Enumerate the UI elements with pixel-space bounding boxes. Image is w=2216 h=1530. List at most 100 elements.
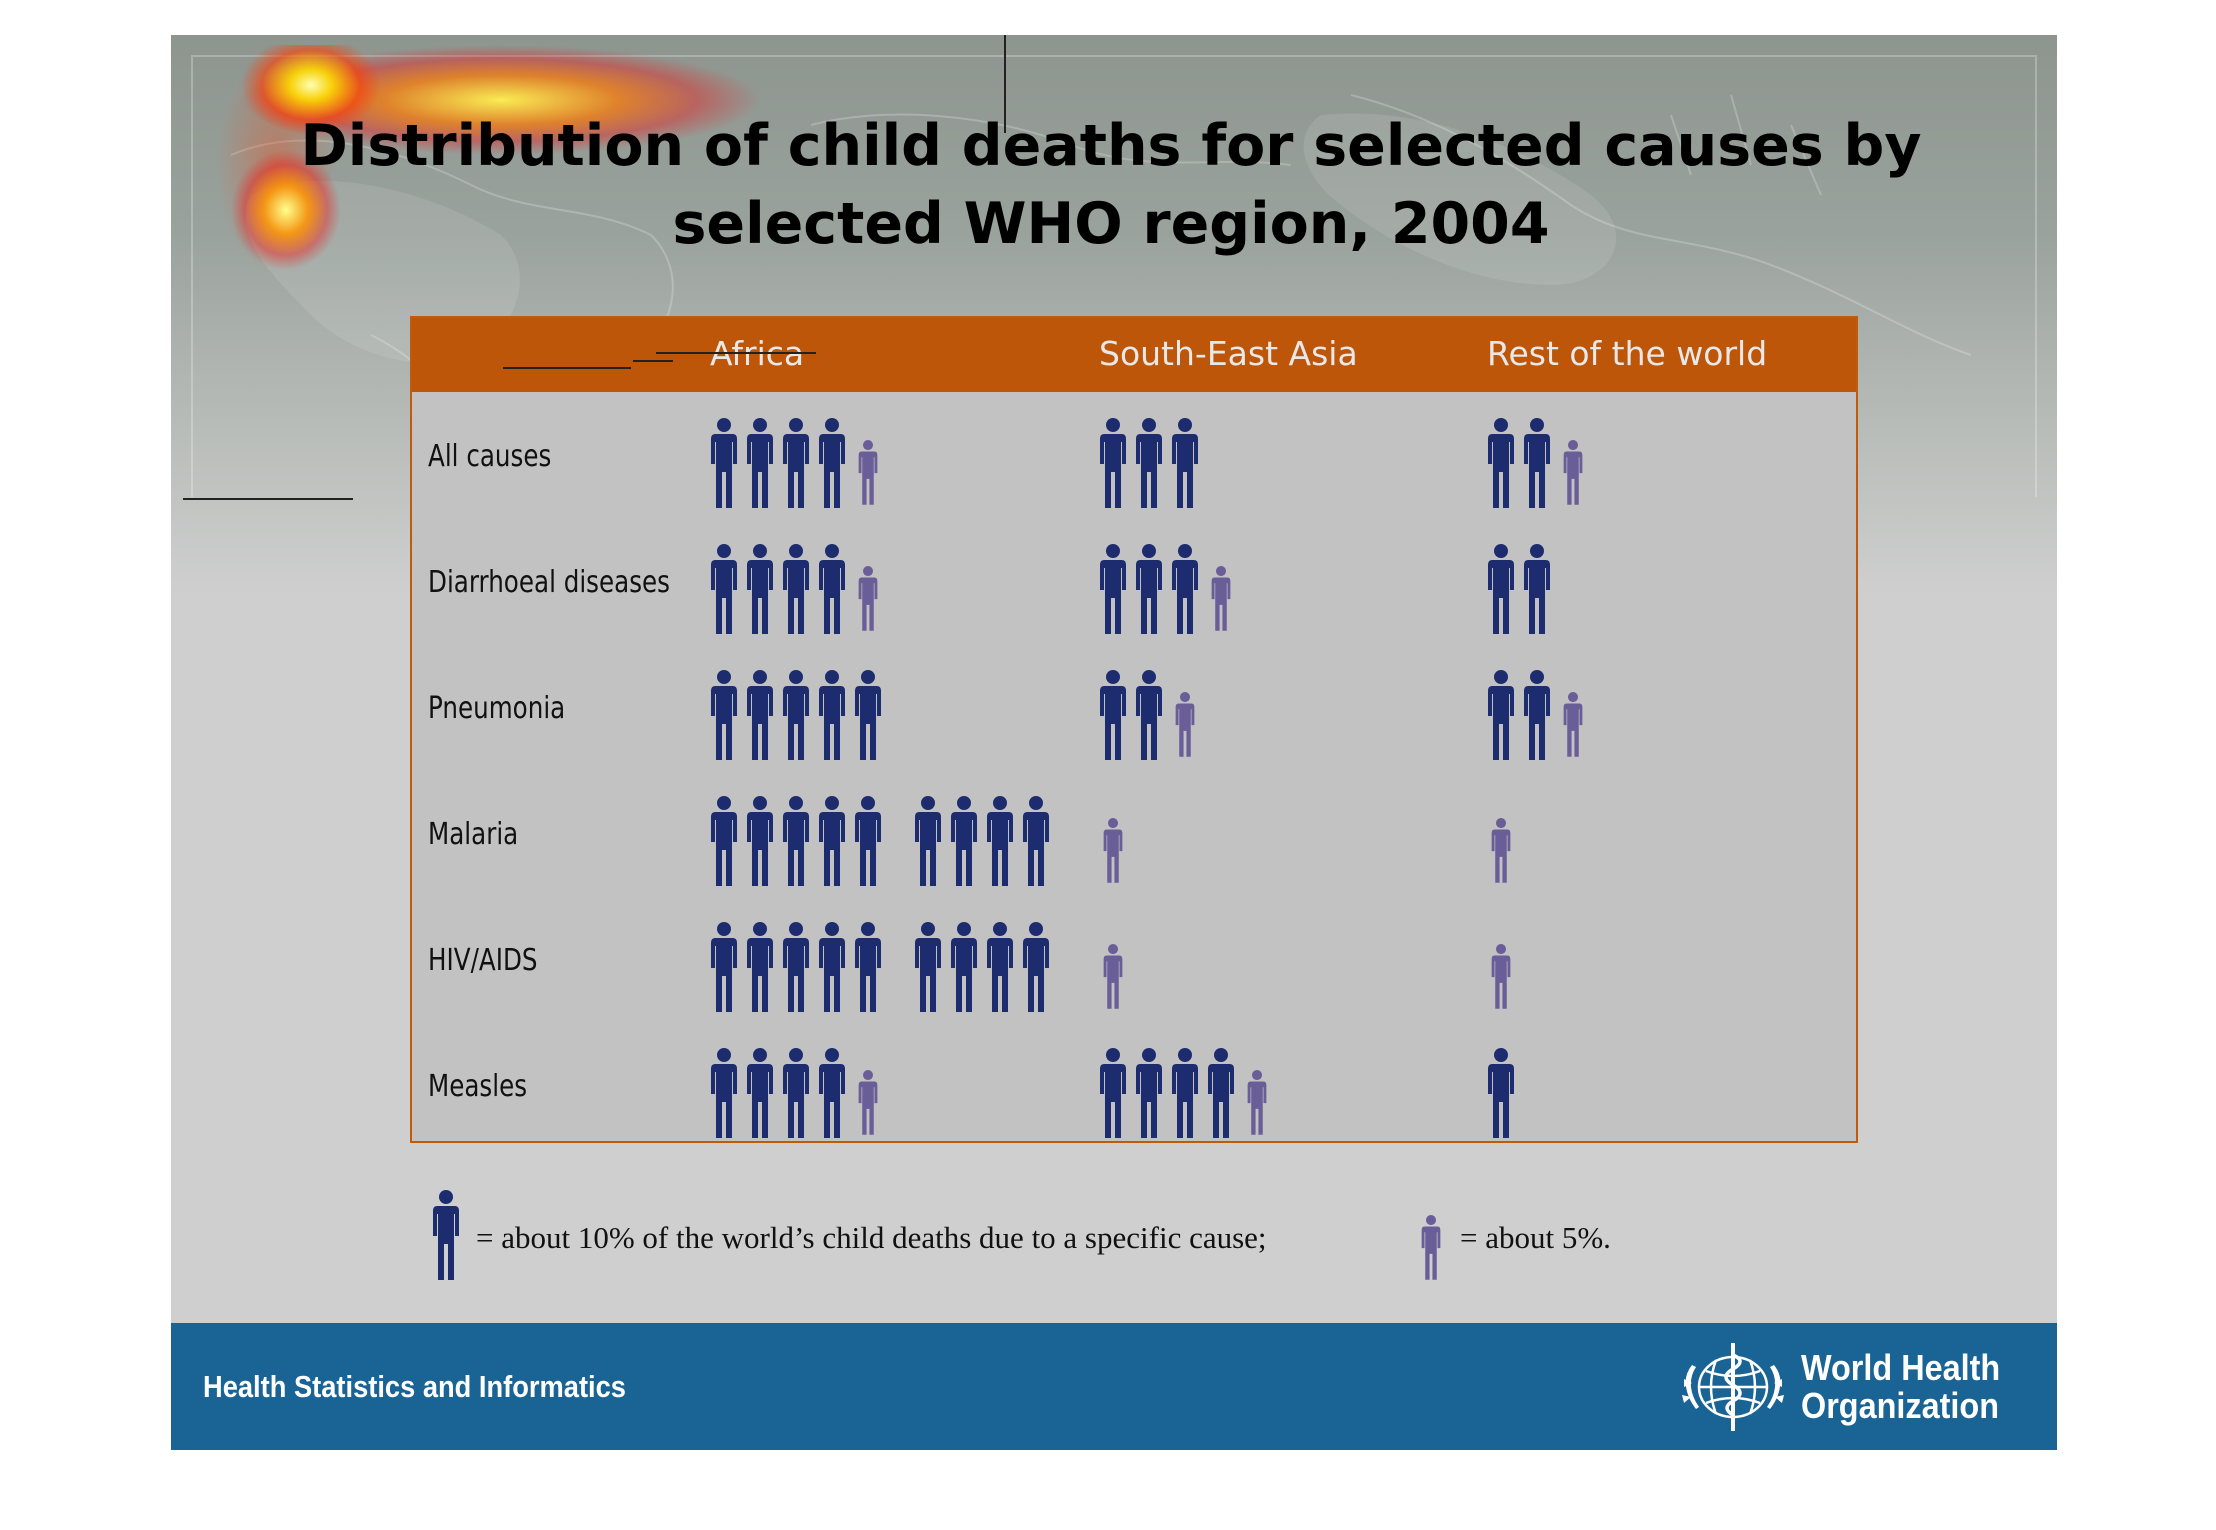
decorative-header-line-2	[633, 360, 673, 362]
legend: = about 10% of the world’s child deaths …	[426, 1185, 1826, 1285]
slide: Distribution of child deaths for selecte…	[171, 35, 2057, 1450]
person-full-icon	[711, 1048, 737, 1138]
person-half-icon	[1563, 440, 1583, 505]
person-full-icon	[747, 922, 773, 1012]
cause-label-pneumonia: Pneumonia	[428, 691, 566, 726]
person-full-icon	[987, 796, 1013, 886]
person-half-icon	[1421, 1215, 1441, 1280]
person-half-icon	[1175, 692, 1195, 757]
person-full-icon	[1100, 670, 1126, 760]
person-full-icon	[783, 1048, 809, 1138]
decorative-header-line-3	[656, 352, 816, 354]
region-header-band: Africa South-East Asia Rest of the world	[412, 318, 1856, 392]
person-full-icon	[747, 1048, 773, 1138]
who-name-line-2: Organization	[1801, 1385, 2000, 1426]
person-half-icon	[1563, 692, 1583, 757]
person-full-icon	[855, 922, 881, 1012]
person-full-icon	[1172, 418, 1198, 508]
person-full-icon	[819, 1048, 845, 1138]
legend-half-text: = about 5%.	[1460, 1220, 1611, 1255]
person-full-icon	[747, 544, 773, 634]
who-emblem-icon	[1682, 1343, 1784, 1431]
person-half-icon	[1491, 818, 1511, 883]
person-full-icon	[783, 544, 809, 634]
slide-title: Distribution of child deaths for selecte…	[171, 107, 2051, 263]
legend-full-text: = about 10% of the world’s child deaths …	[476, 1220, 1267, 1255]
person-full-icon	[1172, 544, 1198, 634]
person-half-icon	[858, 1070, 878, 1135]
person-half-icon	[1103, 944, 1123, 1009]
person-full-icon	[951, 922, 977, 1012]
person-half-icon	[858, 440, 878, 505]
cause-label-malaria: Malaria	[428, 817, 519, 852]
person-full-icon	[915, 796, 941, 886]
person-half-icon	[858, 566, 878, 631]
person-full-icon	[855, 670, 881, 760]
who-name-line-1: World Health	[1801, 1347, 2001, 1388]
attention-heatmap-overlay	[201, 45, 801, 275]
person-full-icon	[819, 670, 845, 760]
person-full-icon	[1488, 418, 1514, 508]
pictogram-figures	[711, 418, 1583, 1138]
person-full-icon	[747, 418, 773, 508]
person-full-icon	[747, 796, 773, 886]
person-full-icon	[1524, 670, 1550, 760]
person-full-icon	[747, 670, 773, 760]
person-full-icon	[433, 1190, 459, 1280]
decorative-horizontal-line	[183, 498, 353, 500]
person-full-icon	[783, 922, 809, 1012]
person-full-icon	[1524, 544, 1550, 634]
header-frame	[191, 55, 2037, 497]
person-full-icon	[1488, 544, 1514, 634]
cause-label-measles: Measles	[428, 1069, 528, 1104]
person-full-icon	[1023, 922, 1049, 1012]
person-full-icon	[819, 922, 845, 1012]
decorative-vertical-line	[1004, 35, 1006, 133]
cause-label-diarrhoeal-diseases: Diarrhoeal diseases	[428, 565, 670, 600]
region-label-rest-of-world: Rest of the world	[1487, 334, 1768, 373]
person-full-icon	[783, 418, 809, 508]
decorative-header-line-1	[503, 367, 631, 369]
region-label-south-east-asia: South-East Asia	[1099, 334, 1358, 373]
title-line-1: Distribution of child deaths for selecte…	[300, 113, 1922, 179]
person-full-icon	[1100, 544, 1126, 634]
person-full-icon	[711, 670, 737, 760]
person-full-icon	[1172, 1048, 1198, 1138]
person-full-icon	[915, 922, 941, 1012]
person-full-icon	[783, 796, 809, 886]
person-full-icon	[1100, 1048, 1126, 1138]
person-full-icon	[819, 418, 845, 508]
who-logotype: World Health Organization	[1801, 1349, 2000, 1425]
person-half-icon	[1211, 566, 1231, 631]
person-full-icon	[1136, 670, 1162, 760]
person-half-icon	[1247, 1070, 1267, 1135]
person-half-icon	[1421, 1215, 1441, 1280]
person-full-icon	[819, 544, 845, 634]
person-full-icon	[1136, 1048, 1162, 1138]
person-half-icon	[1103, 818, 1123, 883]
person-full-icon	[711, 922, 737, 1012]
person-full-icon	[1488, 1048, 1514, 1138]
footer-bar: Health Statistics and Informatics World …	[171, 1323, 2057, 1450]
footer-department-text: Health Statistics and Informatics	[203, 1369, 626, 1404]
person-full-icon	[1023, 796, 1049, 886]
person-full-icon	[951, 796, 977, 886]
person-half-icon	[1491, 944, 1511, 1009]
person-full-icon	[1100, 418, 1126, 508]
person-full-icon	[711, 796, 737, 886]
person-full-icon	[1136, 418, 1162, 508]
person-full-icon	[783, 670, 809, 760]
person-full-icon	[711, 544, 737, 634]
person-full-icon	[1136, 544, 1162, 634]
person-full-icon	[987, 922, 1013, 1012]
person-full-icon	[1524, 418, 1550, 508]
pictogram-chart: Africa South-East Asia Rest of the world…	[410, 316, 1858, 1143]
person-full-icon	[1488, 670, 1514, 760]
person-full-icon	[855, 796, 881, 886]
person-full-icon	[819, 796, 845, 886]
cause-label-all-causes: All causes	[428, 439, 552, 474]
person-full-icon	[1208, 1048, 1234, 1138]
title-line-2: selected WHO region, 2004	[672, 191, 1550, 257]
person-full-icon	[433, 1190, 459, 1280]
cause-label-hiv-aids: HIV/AIDS	[428, 943, 538, 978]
